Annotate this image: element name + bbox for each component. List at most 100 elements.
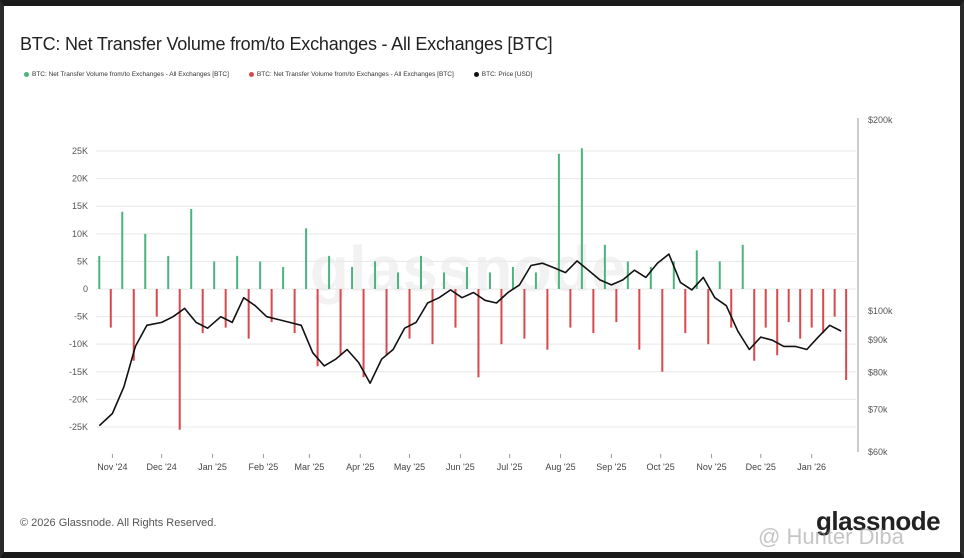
bar-inflow — [741, 244, 744, 289]
x-tick-label: Oct '25 — [647, 462, 675, 472]
bar-outflow — [810, 289, 813, 328]
bar-outflow — [155, 289, 158, 317]
bar-outflow — [339, 289, 342, 356]
bar-outflow — [684, 289, 687, 334]
y-tick-label: -5K — [74, 312, 88, 322]
legend-dot-black — [473, 72, 479, 77]
x-tick-label: Aug '25 — [545, 462, 575, 472]
bar-outflow — [224, 289, 227, 328]
x-tick-label: Mar '25 — [295, 462, 325, 472]
x-tick-label: Jul '25 — [497, 462, 523, 472]
y-right-tick-label: $60k — [868, 447, 888, 457]
x-tick-label: Dec '25 — [746, 462, 776, 472]
bar-inflow — [534, 272, 537, 289]
bar-inflow — [420, 255, 423, 289]
bar-outflow — [385, 289, 388, 356]
bar-inflow — [374, 261, 377, 289]
bar-inflow — [695, 250, 698, 289]
y-tick-label: 0 — [83, 284, 88, 294]
y-right-tick-label: $70k — [868, 404, 888, 414]
bar-outflow — [316, 289, 319, 367]
bar-inflow — [282, 266, 285, 289]
chart-title: BTC: Net Transfer Volume from/to Exchang… — [20, 34, 553, 54]
bar-outflow — [500, 289, 503, 345]
bar-outflow — [523, 289, 526, 339]
legend-item-outflow[interactable]: BTC: Net Transfer Volume from/to Exchang… — [248, 71, 454, 78]
x-tick-label: May '25 — [394, 462, 425, 472]
bar-outflow — [822, 289, 825, 334]
bar-outflow — [730, 289, 733, 328]
bar-outflow — [787, 289, 790, 323]
bar-outflow — [592, 289, 595, 334]
bar-inflow — [328, 255, 331, 289]
bar-outflow — [132, 289, 135, 361]
bar-inflow — [167, 255, 170, 289]
bar-outflow — [776, 289, 779, 356]
legend-dot-red — [248, 72, 254, 77]
x-tick-label: Nov '25 — [696, 462, 726, 472]
bar-outflow — [546, 289, 549, 350]
bar-inflow — [442, 272, 445, 289]
bar-inflow — [305, 228, 308, 289]
bar-outflow — [201, 289, 204, 334]
bar-outflow — [109, 289, 112, 328]
bar-inflow — [213, 261, 216, 289]
legend-item-price[interactable]: BTC: Price [USD] — [473, 71, 533, 78]
bar-outflow — [753, 289, 756, 361]
x-tick-label: Jan '26 — [797, 462, 826, 472]
bar-inflow — [672, 261, 675, 289]
y-right-tick-label: $100k — [868, 306, 893, 316]
bar-outflow — [408, 289, 411, 339]
y-right-tick-label: $80k — [868, 368, 888, 378]
bar-inflow — [488, 272, 491, 289]
chart-legend: BTC: Net Transfer Volume from/to Exchang… — [24, 71, 532, 78]
bar-inflow — [397, 272, 400, 289]
y-tick-label: 5K — [77, 256, 88, 266]
legend-dot-green — [24, 72, 29, 77]
bar-inflow — [511, 266, 514, 289]
bar-outflow — [638, 289, 641, 350]
bar-inflow — [649, 266, 652, 289]
bar-outflow — [362, 289, 365, 378]
bar-outflow — [270, 289, 273, 323]
bar-inflow — [718, 261, 721, 289]
bar-inflow — [236, 255, 239, 289]
bar-outflow — [569, 289, 572, 328]
bar-outflow — [178, 289, 181, 430]
legend-item-inflow[interactable]: BTC: Net Transfer Volume from/to Exchang… — [24, 71, 229, 78]
bar-inflow — [259, 261, 262, 289]
y-tick-label: 10K — [72, 229, 88, 239]
bar-outflow — [799, 289, 802, 339]
y-tick-label: 20K — [72, 174, 88, 184]
y-tick-label: -10K — [69, 339, 88, 349]
bar-inflow — [98, 255, 101, 289]
bar-inflow — [121, 211, 124, 289]
legend-label: BTC: Price [USD] — [481, 71, 533, 78]
bar-inflow — [144, 233, 147, 289]
x-tick-label: Jun '25 — [446, 462, 475, 472]
bar-outflow — [707, 289, 710, 345]
bar-inflow — [603, 244, 606, 289]
bar-inflow — [190, 208, 193, 289]
bar-inflow — [465, 266, 468, 289]
overlay-watermark: @ Hunter Diba — [758, 524, 904, 549]
bar-outflow — [615, 289, 618, 323]
y-right-tick-label: $90k — [868, 335, 888, 345]
bar-outflow — [431, 289, 434, 345]
x-tick-label: Jan '25 — [198, 462, 227, 472]
bar-outflow — [833, 289, 836, 317]
y-right-tick-label: $200k — [868, 115, 893, 125]
bar-outflow — [247, 289, 250, 339]
bar-outflow — [454, 289, 457, 328]
price-line — [98, 253, 842, 427]
brand-logo: glassnode — [816, 506, 941, 536]
y-tick-label: -20K — [69, 394, 88, 404]
bar-outflow — [661, 289, 664, 372]
x-tick-label: Feb '25 — [249, 462, 279, 472]
bar-inflow — [351, 266, 354, 289]
x-tick-label: Nov '24 — [97, 462, 127, 472]
legend-label: BTC: Net Transfer Volume from/to Exchang… — [256, 71, 454, 78]
y-tick-label: -15K — [69, 367, 88, 377]
bar-inflow — [580, 148, 583, 289]
